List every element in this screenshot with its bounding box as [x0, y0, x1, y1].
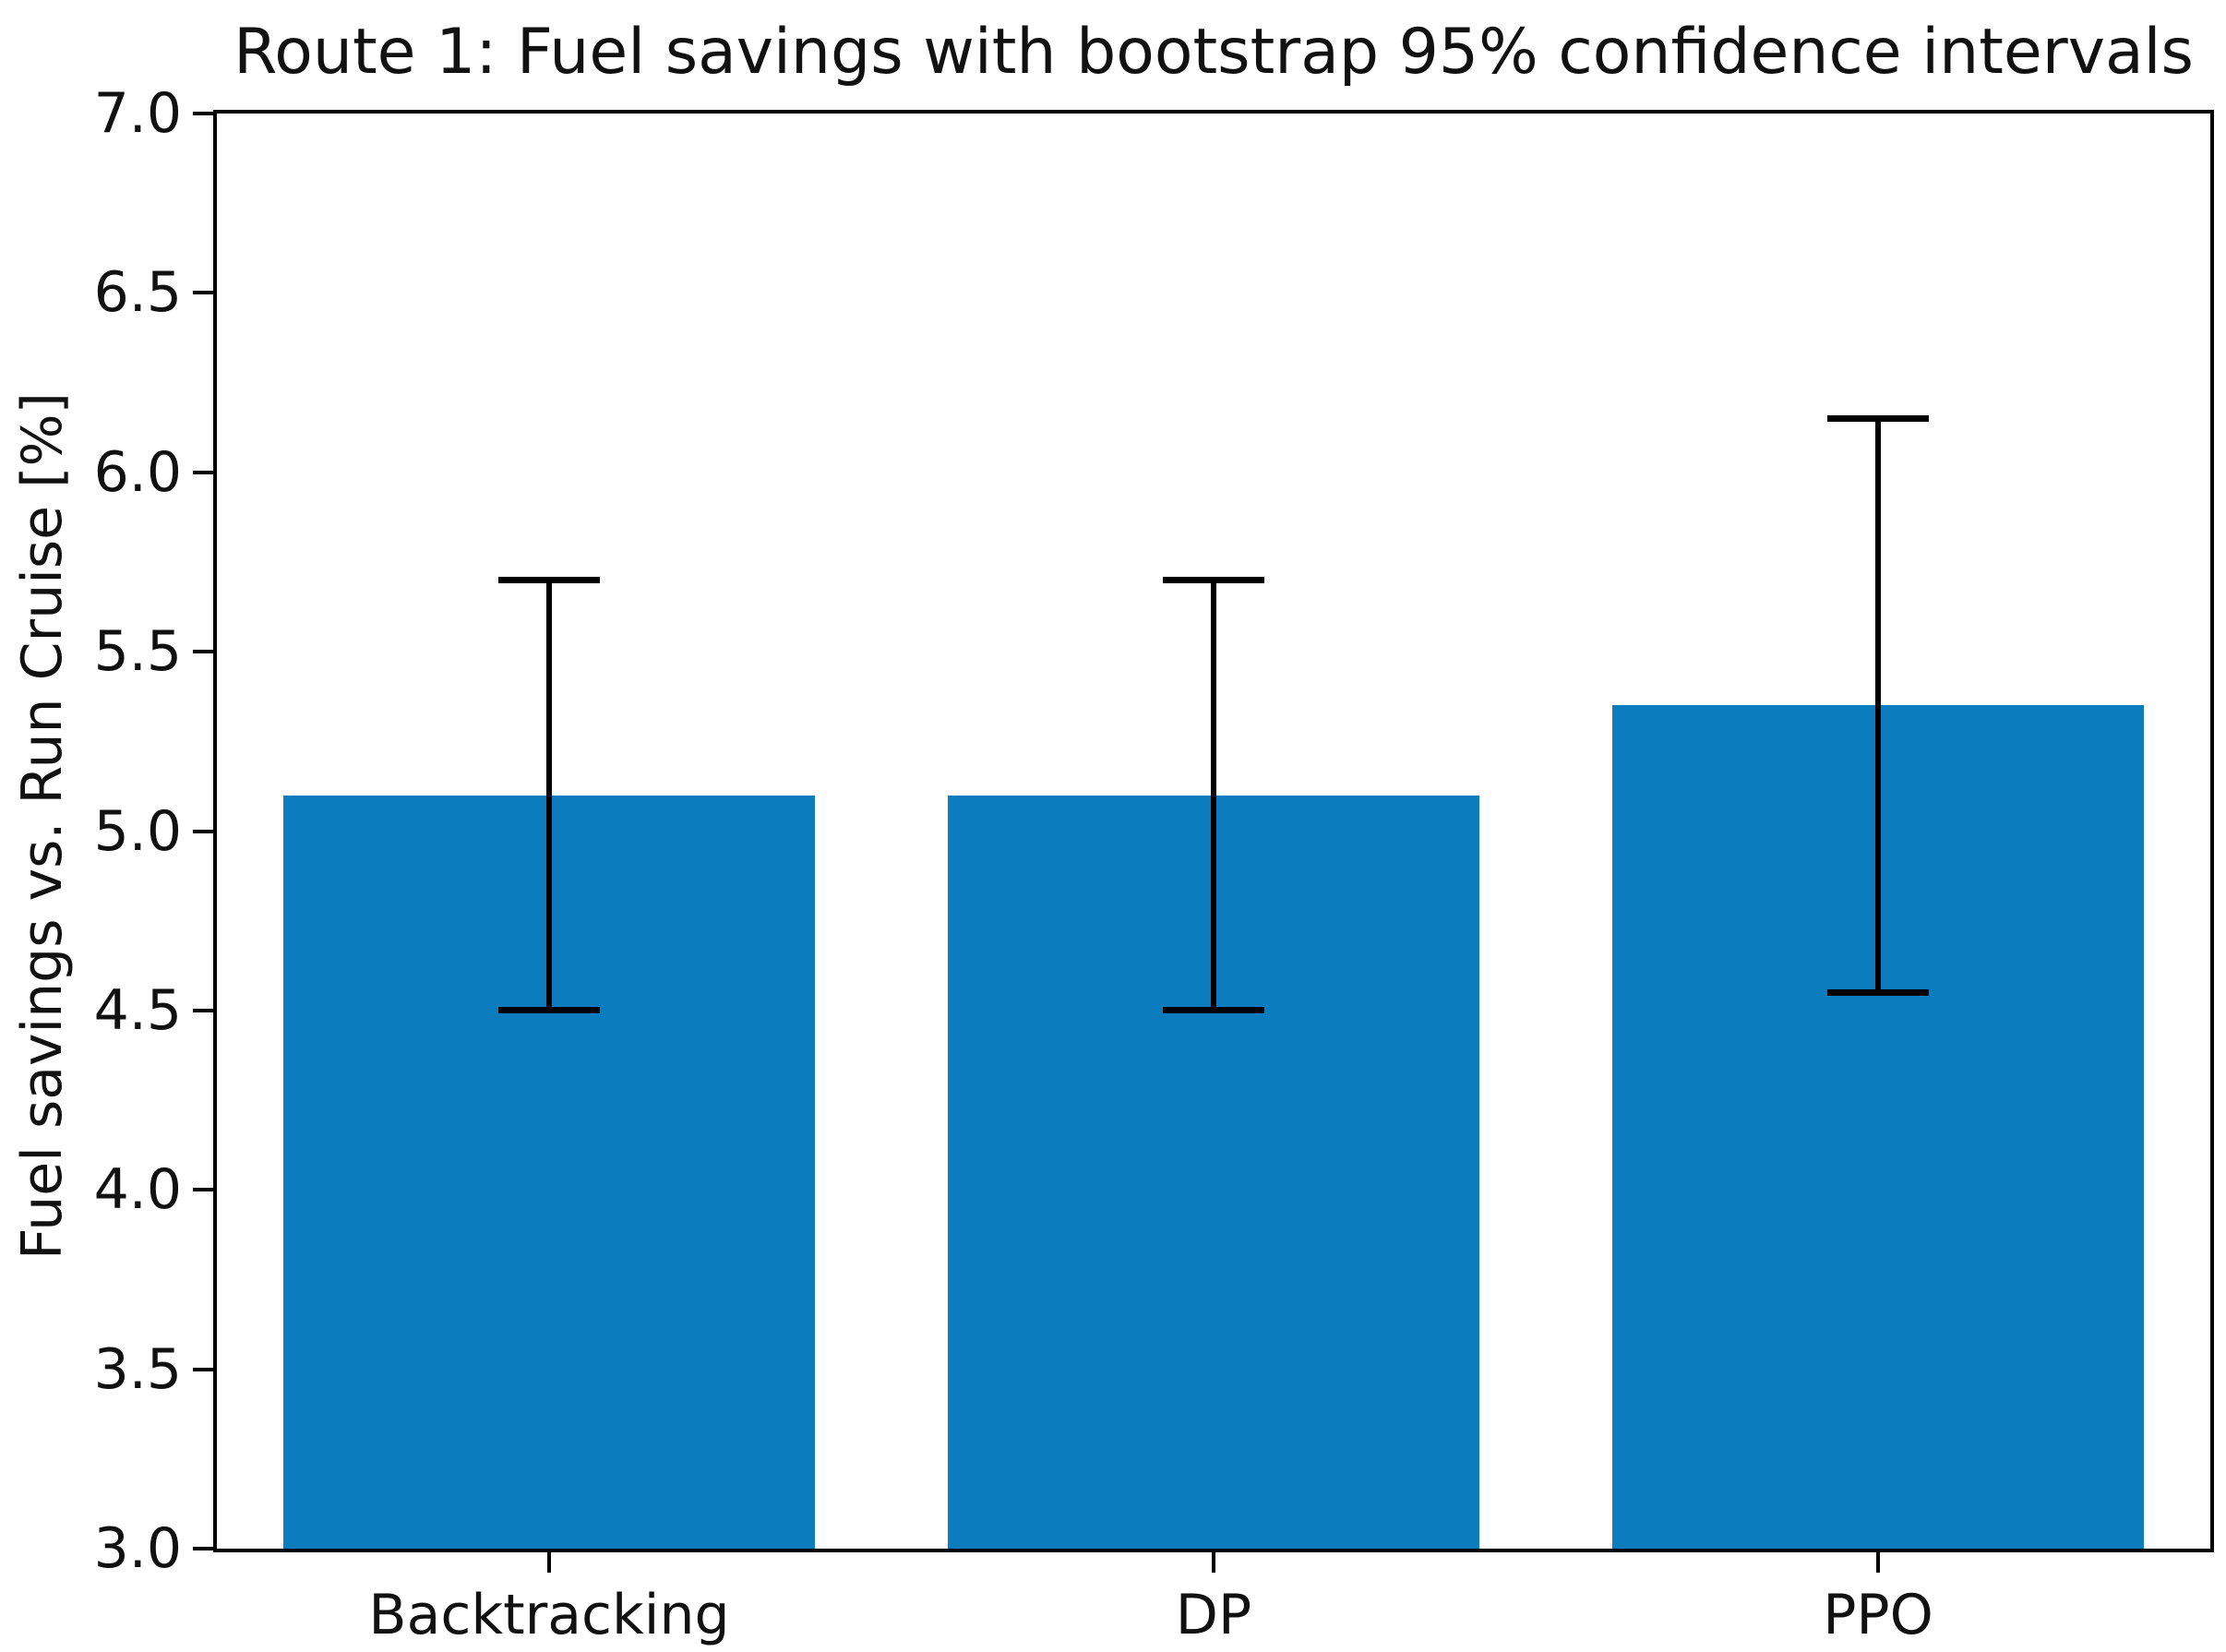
y-tick-mark	[193, 1008, 213, 1012]
y-tick-label: 6.5	[93, 260, 182, 326]
y-tick-label: 7.0	[93, 81, 182, 146]
y-tick-label: 6.0	[93, 439, 182, 505]
y-tick-mark	[193, 829, 213, 833]
y-tick-mark	[193, 470, 213, 474]
x-tick-mark	[1212, 1552, 1215, 1573]
error-bar-cap-lower	[1163, 1007, 1264, 1014]
y-tick-mark	[193, 1188, 213, 1192]
y-tick-mark	[193, 1547, 213, 1550]
y-tick-label: 4.0	[93, 1157, 182, 1223]
error-bar-cap-upper	[498, 576, 600, 583]
y-tick-label: 4.5	[93, 977, 182, 1043]
y-tick-label: 5.0	[93, 798, 182, 864]
x-tick-label-backtracking: Backtracking	[368, 1583, 730, 1647]
y-tick-label: 5.5	[93, 619, 182, 685]
y-tick-label: 3.5	[93, 1336, 182, 1402]
y-tick-mark	[193, 1367, 213, 1371]
x-tick-label-dp: DP	[1175, 1583, 1252, 1647]
error-bar-stem	[546, 580, 552, 1011]
chart-title: Route 1: Fuel savings with bootstrap 95%…	[233, 16, 2194, 89]
y-tick-mark	[193, 112, 213, 115]
error-bar-stem	[1211, 580, 1216, 1011]
error-bar-cap-lower	[1827, 988, 1929, 996]
error-bar-cap-upper	[1163, 576, 1264, 583]
error-bar-cap-upper	[1827, 414, 1929, 422]
x-tick-mark	[547, 1552, 551, 1573]
x-tick-mark	[1876, 1552, 1880, 1573]
y-tick-mark	[193, 650, 213, 654]
y-tick-mark	[193, 291, 213, 295]
error-bar-stem	[1875, 418, 1881, 993]
error-bar-cap-lower	[498, 1007, 600, 1014]
x-tick-label-ppo: PPO	[1823, 1583, 1933, 1647]
y-tick-label: 3.0	[93, 1516, 182, 1581]
